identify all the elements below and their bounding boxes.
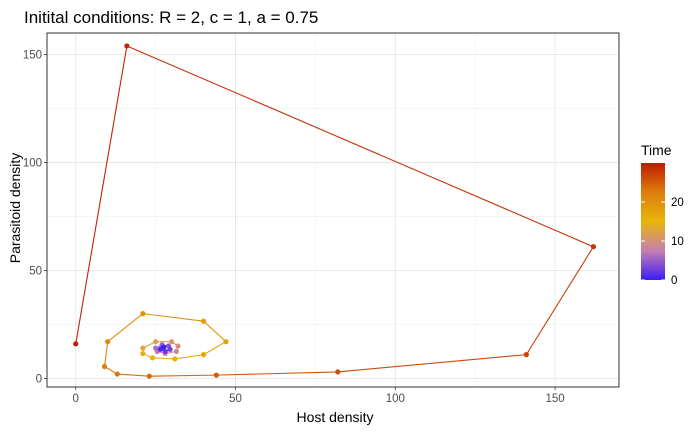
time-legend: Time 0 10 20 [641,142,684,287]
data-point [169,339,175,345]
data-point [73,341,79,347]
trajectory-segment [203,320,227,343]
chart-title: Initital conditions: R = 2, c = 1, a = 0… [24,8,318,27]
data-point [173,348,180,354]
data-point [200,352,207,358]
x-tick-label: 50 [229,393,242,405]
legend-colorbar [641,163,665,280]
data-point [213,372,219,378]
data-point [105,339,111,345]
trajectory-segment [174,354,204,360]
data-point [167,346,173,352]
trajectory-segment [75,45,128,344]
y-axis-title: Parasitoid density [7,153,23,264]
trajectory-segment [525,246,594,355]
legend-title: Time [641,142,672,158]
legend-tick-label: 10 [671,236,684,248]
trajectory-segment [203,341,227,356]
data-point [149,355,156,361]
plot-panel [46,32,620,388]
data-point [140,350,146,357]
data-point [153,345,159,351]
trajectory-segment [117,373,150,377]
data-point [153,339,159,345]
data-point [124,43,130,49]
y-tick-label: 0 [36,373,42,385]
trajectory-segment [152,357,175,360]
data-point [335,369,341,375]
trajectory-segment [216,371,338,376]
trajectory-segment [337,354,527,373]
y-tick-label: 150 [23,50,42,62]
legend-tick-label: 20 [671,197,684,209]
data-point [140,345,146,351]
data-point [101,363,108,370]
trajectory-segment [107,313,144,343]
data-point [223,339,229,345]
legend-tick-label: 0 [671,275,677,287]
y-tick-label: 100 [23,158,42,170]
data-point [162,348,168,354]
x-axis-title: Host density [296,409,373,425]
x-tick-label: 0 [73,393,79,405]
data-point [172,356,178,362]
data-point [114,371,120,377]
data-point [590,244,597,250]
data-point [161,344,167,350]
panel-border [46,32,620,388]
x-tick-label: 150 [545,393,564,405]
panel-background [47,33,619,387]
data-point [200,318,207,324]
x-tick-label: 100 [386,393,405,405]
data-point [175,343,181,349]
data-point [146,373,152,379]
trajectory-segment [126,45,594,248]
data-point [523,352,529,358]
trajectory-segment [149,374,217,377]
trajectory-segment [103,341,109,367]
y-tick-label: 50 [29,265,42,277]
data-point [140,311,146,317]
trajectory-segment [142,313,204,322]
